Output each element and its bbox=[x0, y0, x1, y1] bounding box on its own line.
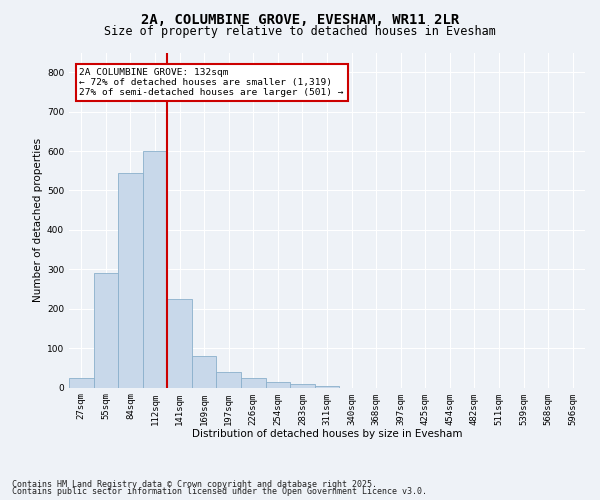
Text: Contains HM Land Registry data © Crown copyright and database right 2025.: Contains HM Land Registry data © Crown c… bbox=[12, 480, 377, 489]
Bar bbox=[143, 151, 167, 388]
Bar bbox=[217, 372, 241, 388]
X-axis label: Distribution of detached houses by size in Evesham: Distribution of detached houses by size … bbox=[192, 429, 462, 439]
Bar bbox=[266, 382, 290, 388]
Bar bbox=[167, 299, 192, 388]
Bar bbox=[192, 356, 217, 388]
Bar bbox=[118, 172, 143, 388]
Text: Contains public sector information licensed under the Open Government Licence v3: Contains public sector information licen… bbox=[12, 488, 427, 496]
Y-axis label: Number of detached properties: Number of detached properties bbox=[33, 138, 43, 302]
Bar bbox=[241, 378, 266, 388]
Bar bbox=[315, 386, 339, 388]
Bar bbox=[69, 378, 94, 388]
Bar bbox=[290, 384, 315, 388]
Text: 2A COLUMBINE GROVE: 132sqm
← 72% of detached houses are smaller (1,319)
27% of s: 2A COLUMBINE GROVE: 132sqm ← 72% of deta… bbox=[79, 68, 344, 98]
Bar bbox=[94, 273, 118, 388]
Text: Size of property relative to detached houses in Evesham: Size of property relative to detached ho… bbox=[104, 25, 496, 38]
Text: 2A, COLUMBINE GROVE, EVESHAM, WR11 2LR: 2A, COLUMBINE GROVE, EVESHAM, WR11 2LR bbox=[141, 12, 459, 26]
